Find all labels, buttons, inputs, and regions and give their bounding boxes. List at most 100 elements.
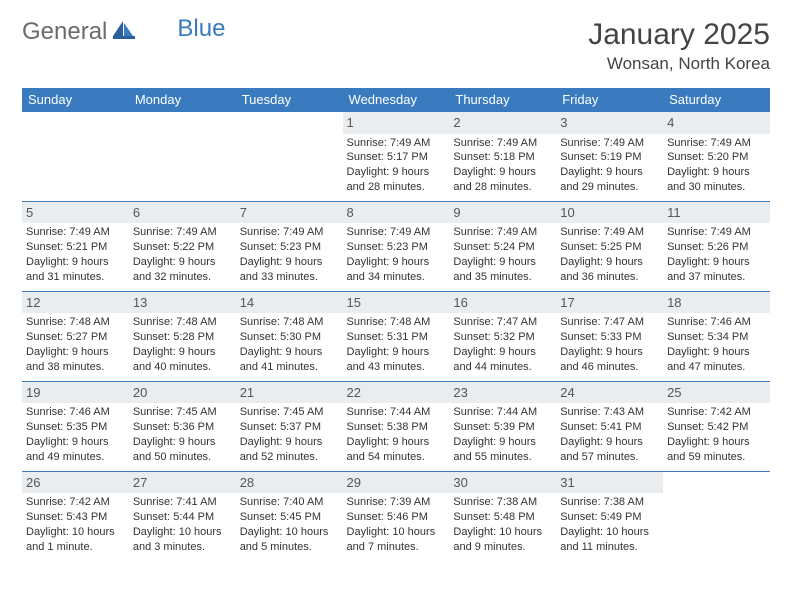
brand-part2: Blue xyxy=(177,15,225,43)
day-number: 7 xyxy=(236,202,343,224)
sunset-line: Sunset: 5:19 PM xyxy=(560,150,659,165)
sunset-line: Sunset: 5:49 PM xyxy=(560,510,659,525)
day-number: 17 xyxy=(556,292,663,314)
sunset-line: Sunset: 5:27 PM xyxy=(26,330,125,345)
sunrise-line: Sunrise: 7:49 AM xyxy=(26,225,125,240)
sunrise-line: Sunrise: 7:48 AM xyxy=(133,315,232,330)
weekday-header: Sunday xyxy=(22,88,129,112)
sunset-line: Sunset: 5:36 PM xyxy=(133,420,232,435)
daylight-line: Daylight: 9 hours and 50 minutes. xyxy=(133,435,232,465)
daylight-line: Daylight: 10 hours and 1 minute. xyxy=(26,525,125,555)
sunrise-line: Sunrise: 7:48 AM xyxy=(26,315,125,330)
sunrise-line: Sunrise: 7:49 AM xyxy=(560,136,659,151)
calendar-day-cell: 9Sunrise: 7:49 AMSunset: 5:24 PMDaylight… xyxy=(449,201,556,291)
sail-icon xyxy=(113,18,135,46)
daylight-line: Daylight: 9 hours and 28 minutes. xyxy=(347,165,446,195)
sunrise-line: Sunrise: 7:39 AM xyxy=(347,495,446,510)
calendar-day-cell: 20Sunrise: 7:45 AMSunset: 5:36 PMDayligh… xyxy=(129,381,236,471)
calendar-day-cell: 31Sunrise: 7:38 AMSunset: 5:49 PMDayligh… xyxy=(556,471,663,560)
daylight-line: Daylight: 9 hours and 49 minutes. xyxy=(26,435,125,465)
day-number: 9 xyxy=(449,202,556,224)
daylight-line: Daylight: 9 hours and 47 minutes. xyxy=(667,345,766,375)
day-number: 14 xyxy=(236,292,343,314)
sunset-line: Sunset: 5:17 PM xyxy=(347,150,446,165)
daylight-line: Daylight: 10 hours and 3 minutes. xyxy=(133,525,232,555)
calendar-week-row: 5Sunrise: 7:49 AMSunset: 5:21 PMDaylight… xyxy=(22,201,770,291)
day-number: 21 xyxy=(236,382,343,404)
weekday-header: Friday xyxy=(556,88,663,112)
calendar-body: 1Sunrise: 7:49 AMSunset: 5:17 PMDaylight… xyxy=(22,112,770,561)
day-number: 20 xyxy=(129,382,236,404)
daylight-line: Daylight: 9 hours and 54 minutes. xyxy=(347,435,446,465)
sunrise-line: Sunrise: 7:44 AM xyxy=(347,405,446,420)
sunset-line: Sunset: 5:44 PM xyxy=(133,510,232,525)
calendar-day-cell: 16Sunrise: 7:47 AMSunset: 5:32 PMDayligh… xyxy=(449,291,556,381)
calendar-day-cell: 25Sunrise: 7:42 AMSunset: 5:42 PMDayligh… xyxy=(663,381,770,471)
calendar-day-cell: 15Sunrise: 7:48 AMSunset: 5:31 PMDayligh… xyxy=(343,291,450,381)
day-number: 1 xyxy=(343,112,450,134)
day-number: 16 xyxy=(449,292,556,314)
daylight-line: Daylight: 10 hours and 11 minutes. xyxy=(560,525,659,555)
brand-part1: General xyxy=(22,18,107,46)
day-number: 10 xyxy=(556,202,663,224)
calendar-day-cell: 14Sunrise: 7:48 AMSunset: 5:30 PMDayligh… xyxy=(236,291,343,381)
calendar-day-cell: 5Sunrise: 7:49 AMSunset: 5:21 PMDaylight… xyxy=(22,201,129,291)
day-number: 2 xyxy=(449,112,556,134)
sunrise-line: Sunrise: 7:46 AM xyxy=(667,315,766,330)
daylight-line: Daylight: 9 hours and 31 minutes. xyxy=(26,255,125,285)
calendar-week-row: 26Sunrise: 7:42 AMSunset: 5:43 PMDayligh… xyxy=(22,471,770,560)
day-number: 26 xyxy=(22,472,129,494)
sunset-line: Sunset: 5:23 PM xyxy=(240,240,339,255)
sunrise-line: Sunrise: 7:42 AM xyxy=(26,495,125,510)
sunrise-line: Sunrise: 7:48 AM xyxy=(240,315,339,330)
sunrise-line: Sunrise: 7:44 AM xyxy=(453,405,552,420)
daylight-line: Daylight: 9 hours and 57 minutes. xyxy=(560,435,659,465)
calendar-week-row: 1Sunrise: 7:49 AMSunset: 5:17 PMDaylight… xyxy=(22,112,770,202)
daylight-line: Daylight: 9 hours and 59 minutes. xyxy=(667,435,766,465)
sunset-line: Sunset: 5:43 PM xyxy=(26,510,125,525)
calendar-day-cell: 12Sunrise: 7:48 AMSunset: 5:27 PMDayligh… xyxy=(22,291,129,381)
sunrise-line: Sunrise: 7:38 AM xyxy=(453,495,552,510)
calendar-day-cell: 26Sunrise: 7:42 AMSunset: 5:43 PMDayligh… xyxy=(22,471,129,560)
sunrise-line: Sunrise: 7:49 AM xyxy=(560,225,659,240)
sunset-line: Sunset: 5:42 PM xyxy=(667,420,766,435)
daylight-line: Daylight: 9 hours and 36 minutes. xyxy=(560,255,659,285)
daylight-line: Daylight: 9 hours and 41 minutes. xyxy=(240,345,339,375)
sunrise-line: Sunrise: 7:49 AM xyxy=(347,136,446,151)
daylight-line: Daylight: 9 hours and 40 minutes. xyxy=(133,345,232,375)
calendar-day-cell: 30Sunrise: 7:38 AMSunset: 5:48 PMDayligh… xyxy=(449,471,556,560)
sunset-line: Sunset: 5:41 PM xyxy=(560,420,659,435)
sunset-line: Sunset: 5:23 PM xyxy=(347,240,446,255)
day-number: 8 xyxy=(343,202,450,224)
sunset-line: Sunset: 5:18 PM xyxy=(453,150,552,165)
sunrise-line: Sunrise: 7:49 AM xyxy=(133,225,232,240)
daylight-line: Daylight: 9 hours and 38 minutes. xyxy=(26,345,125,375)
calendar-day-cell: 10Sunrise: 7:49 AMSunset: 5:25 PMDayligh… xyxy=(556,201,663,291)
sunset-line: Sunset: 5:37 PM xyxy=(240,420,339,435)
calendar-day-cell: 22Sunrise: 7:44 AMSunset: 5:38 PMDayligh… xyxy=(343,381,450,471)
calendar-empty-cell xyxy=(236,112,343,202)
day-number: 15 xyxy=(343,292,450,314)
calendar-empty-cell xyxy=(663,471,770,560)
page-header: General Blue January 2025 Wonsan, North … xyxy=(22,18,770,74)
calendar-day-cell: 6Sunrise: 7:49 AMSunset: 5:22 PMDaylight… xyxy=(129,201,236,291)
month-title: January 2025 xyxy=(588,18,770,52)
sunrise-line: Sunrise: 7:46 AM xyxy=(26,405,125,420)
sunrise-line: Sunrise: 7:48 AM xyxy=(347,315,446,330)
sunrise-line: Sunrise: 7:43 AM xyxy=(560,405,659,420)
calendar-day-cell: 4Sunrise: 7:49 AMSunset: 5:20 PMDaylight… xyxy=(663,112,770,202)
calendar-day-cell: 2Sunrise: 7:49 AMSunset: 5:18 PMDaylight… xyxy=(449,112,556,202)
daylight-line: Daylight: 9 hours and 43 minutes. xyxy=(347,345,446,375)
sunset-line: Sunset: 5:46 PM xyxy=(347,510,446,525)
day-number: 22 xyxy=(343,382,450,404)
daylight-line: Daylight: 9 hours and 37 minutes. xyxy=(667,255,766,285)
day-number: 23 xyxy=(449,382,556,404)
sunset-line: Sunset: 5:32 PM xyxy=(453,330,552,345)
weekday-header-row: SundayMondayTuesdayWednesdayThursdayFrid… xyxy=(22,88,770,112)
title-block: January 2025 Wonsan, North Korea xyxy=(588,18,770,74)
daylight-line: Daylight: 9 hours and 35 minutes. xyxy=(453,255,552,285)
calendar-day-cell: 27Sunrise: 7:41 AMSunset: 5:44 PMDayligh… xyxy=(129,471,236,560)
calendar-day-cell: 21Sunrise: 7:45 AMSunset: 5:37 PMDayligh… xyxy=(236,381,343,471)
calendar-day-cell: 28Sunrise: 7:40 AMSunset: 5:45 PMDayligh… xyxy=(236,471,343,560)
calendar-day-cell: 24Sunrise: 7:43 AMSunset: 5:41 PMDayligh… xyxy=(556,381,663,471)
